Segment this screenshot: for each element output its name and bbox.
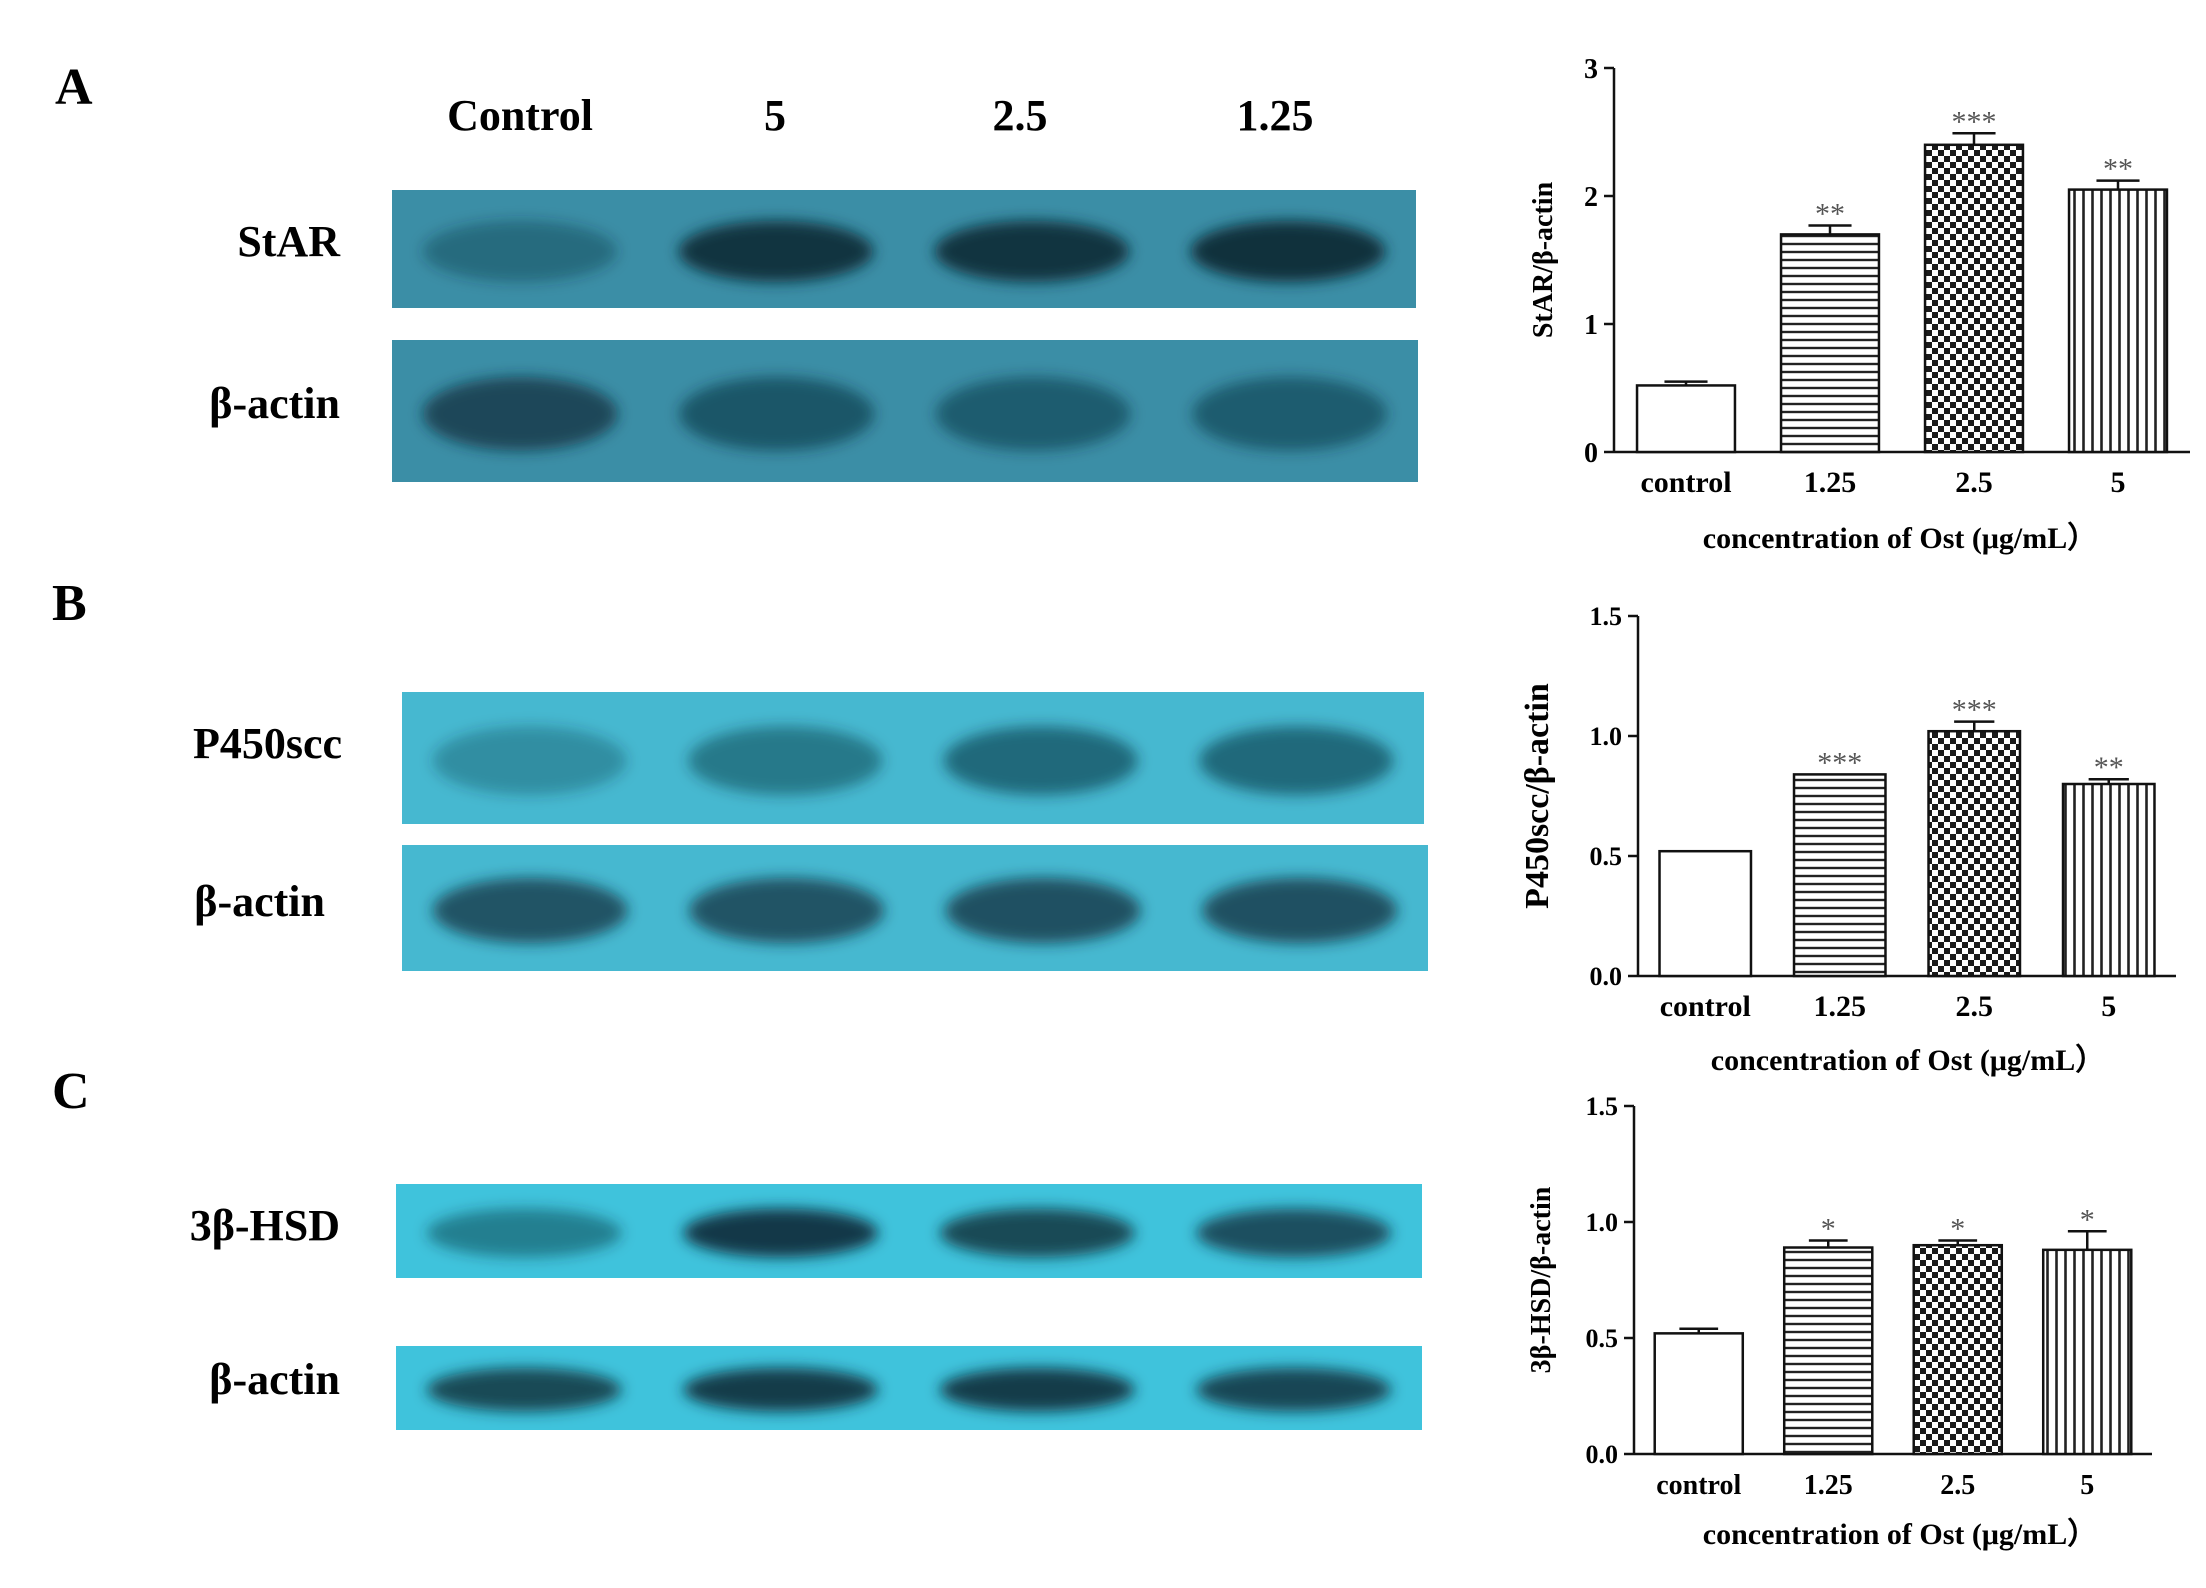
significance-marker: *** (1817, 746, 1862, 779)
blot-band (1199, 726, 1394, 795)
blot-band (426, 1208, 622, 1258)
bar-2-5 (1912, 1243, 2004, 1456)
chart-1: 0 1 2 3 control ** 1.25 *** 2.5 ** 5 concentration … (1528, 54, 2190, 555)
x-tick-label: 5 (2101, 990, 2116, 1023)
significance-marker: *** (1952, 105, 1997, 138)
blot-band (683, 1367, 879, 1412)
bar-1-25 (1792, 773, 1887, 978)
bar-charts: 0123control**1.25***2.5**5concentration … (1519, 54, 2190, 1551)
x-tick-label: 2.5 (1940, 1470, 1975, 1501)
y-tick-label: 3 (1584, 54, 1598, 85)
bar-1-25 (1779, 233, 1881, 454)
blot-band (432, 726, 627, 795)
y-tick-label: 1 (1584, 310, 1598, 341)
x-tick-label: control (1660, 990, 1751, 1023)
blot-band (1190, 220, 1386, 283)
blot-band (678, 220, 874, 283)
panel-letter-b: B (52, 575, 87, 632)
x-tick-label: 5 (2080, 1470, 2094, 1501)
x-tick-label: 5 (2111, 466, 2126, 499)
x-axis-label: concentration of Ost (μg/mL） (1703, 1517, 2097, 1551)
x-tick-label: 2.5 (1956, 990, 1994, 1023)
blot-band (422, 376, 618, 451)
blot-band (945, 877, 1141, 944)
significance-marker: * (1950, 1213, 1965, 1246)
x-tick-label: 2.5 (1955, 466, 1993, 499)
y-tick-label: 0 (1584, 438, 1598, 469)
bar-5 (2061, 782, 2156, 978)
blot-band (1196, 1367, 1392, 1412)
blot-band (422, 220, 618, 283)
significance-marker: *** (1952, 694, 1997, 727)
lane-label-2-5: 2.5 (993, 91, 1048, 140)
blot-band (683, 1208, 879, 1258)
bar-2-5 (1927, 729, 2022, 978)
y-axis-label: StAR/β-actin (1528, 181, 1559, 338)
blot-label-actin-c: β-actin (209, 1355, 340, 1404)
blot-band (432, 877, 628, 944)
y-axis-label: 3β-HSD/β-actin (1526, 1186, 1557, 1373)
significance-marker: * (1821, 1213, 1836, 1246)
blot-band (426, 1367, 622, 1412)
x-tick-label: control (1640, 466, 1731, 499)
y-tick-label: 1.0 (1590, 722, 1623, 751)
blot-band (688, 726, 883, 795)
y-tick-label: 0.5 (1590, 842, 1623, 871)
blot-label-3bhsd: 3β-HSD (190, 1201, 340, 1250)
x-axis-label: concentration of Ost (μg/mL） (1711, 1043, 2105, 1077)
x-tick-label: 1.25 (1814, 990, 1867, 1023)
x-axis-label: concentration of Ost (μg/mL） (1703, 521, 2097, 555)
blot-band (943, 726, 1138, 795)
blot-band (1196, 1208, 1392, 1258)
bar-control (1658, 849, 1753, 978)
panel-letter-c: C (52, 1063, 90, 1120)
y-tick-label: 1.0 (1586, 1208, 1619, 1237)
blot-label-actin-a: β-actin (209, 379, 340, 428)
bar-control (1653, 1332, 1745, 1456)
x-tick-label: 1.25 (1804, 1470, 1853, 1501)
blot-band (679, 376, 875, 451)
blot-label-star: StAR (237, 217, 341, 266)
panel-letter-a: A (55, 59, 93, 116)
blot-label-p450scc: P450scc (193, 719, 342, 768)
blot-band (934, 220, 1130, 283)
western-blots (392, 190, 1428, 1430)
significance-marker: * (2080, 1203, 2095, 1236)
significance-marker: ** (2103, 153, 2133, 186)
blot-band (939, 1367, 1135, 1412)
y-tick-label: 1.5 (1586, 1092, 1619, 1121)
lane-label-5: 5 (764, 91, 786, 140)
bar-1-25 (1782, 1246, 1874, 1456)
blot-band (939, 1208, 1135, 1258)
blot-label-actin-b: β-actin (194, 877, 325, 926)
bar-5 (2067, 188, 2169, 454)
y-tick-label: 0.0 (1590, 962, 1623, 991)
y-tick-label: 2 (1584, 182, 1598, 213)
blot-band (689, 877, 885, 944)
y-axis-label: P450scc/β-actin (1519, 683, 1556, 909)
blot-band (1202, 877, 1398, 944)
bar-control (1635, 384, 1737, 454)
lane-label-1-25: 1.25 (1237, 91, 1314, 140)
y-tick-label: 0.5 (1586, 1324, 1619, 1353)
bar-5 (2041, 1248, 2133, 1456)
lane-label-control: Control (447, 91, 593, 140)
blot-band (1192, 376, 1388, 451)
x-tick-label: control (1656, 1470, 1741, 1501)
y-tick-label: 1.5 (1590, 602, 1623, 631)
significance-marker: ** (1815, 197, 1845, 230)
blot-band (935, 376, 1131, 451)
bar-2-5 (1923, 143, 2025, 454)
chart-3: 0.0 0.5 1.0 1.5 control * 1.25 * 2.5 * 5 concentrat… (1526, 1092, 2152, 1551)
chart-2: 0.0 0.5 1.0 1.5 control *** 1.25 *** 2.5 ** 5 conce… (1519, 602, 2176, 1077)
y-tick-label: 0.0 (1586, 1440, 1619, 1469)
x-tick-label: 1.25 (1804, 466, 1857, 499)
significance-marker: ** (2094, 751, 2124, 784)
